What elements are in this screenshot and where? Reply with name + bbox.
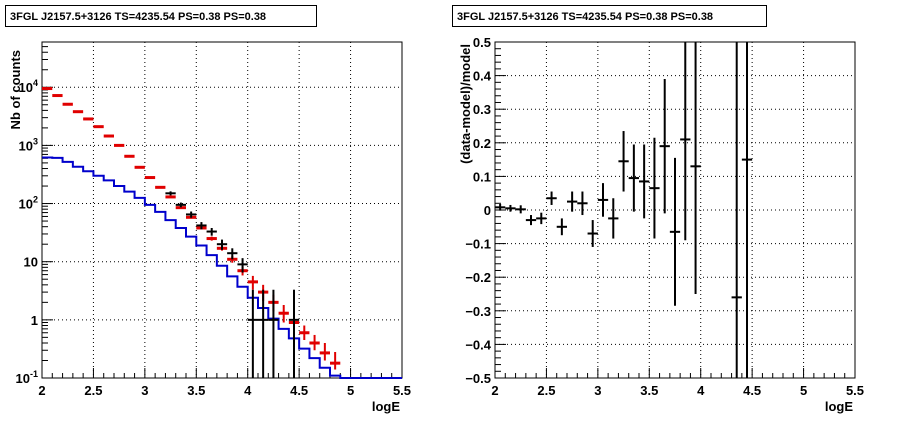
x-tick-label: 5 <box>800 383 807 398</box>
y-tick-label: 0 <box>484 203 491 218</box>
x-tick-label: 4.5 <box>290 383 308 398</box>
x-tick-label: 3 <box>594 383 601 398</box>
right-plot-title: 3FGL J2157.5+3126 TS=4235.54 PS=0.38 PS=… <box>452 5 767 27</box>
y-tick-label: 0.5 <box>473 35 491 50</box>
x-tick-label: 5.5 <box>393 383 411 398</box>
x-tick-label: 2.5 <box>537 383 555 398</box>
y-tick-label: 104 <box>19 78 38 95</box>
source-model-histogram <box>42 156 402 379</box>
left-plot-title: 3FGL J2157.5+3126 TS=4235.54 PS=0.38 PS=… <box>5 5 317 27</box>
y-tick-label: 103 <box>19 136 38 153</box>
left-plot-frame <box>41 41 403 379</box>
y-tick-label: −0.2 <box>465 270 491 285</box>
y-tick-label: 0.2 <box>473 136 491 151</box>
y-tick-label: 10-1 <box>16 369 38 386</box>
y-tick-label: 1 <box>31 313 38 328</box>
x-tick-label: 5 <box>347 383 354 398</box>
y-tick-label: 10 <box>24 255 38 270</box>
x-axis-title: logE <box>825 399 853 414</box>
x-tick-label: 4 <box>697 383 705 398</box>
x-tick-label: 2.5 <box>84 383 102 398</box>
y-tick-label: −0.4 <box>465 337 491 352</box>
y-axis-title: Nb of counts <box>8 50 23 129</box>
y-tick-label: −0.1 <box>465 237 491 252</box>
x-tick-label: 2 <box>491 383 498 398</box>
x-tick-label: 3.5 <box>640 383 658 398</box>
x-tick-label: 3 <box>141 383 148 398</box>
y-tick-label: 0.1 <box>473 169 491 184</box>
y-tick-label: 0.4 <box>473 69 492 84</box>
y-tick-label: −0.5 <box>465 371 491 386</box>
x-tick-label: 5.5 <box>846 383 864 398</box>
x-tick-label: 4 <box>244 383 252 398</box>
y-tick-label: −0.3 <box>465 304 491 319</box>
y-tick-label: 0.3 <box>473 102 491 117</box>
y-tick-label: 102 <box>19 195 38 212</box>
x-tick-label: 3.5 <box>187 383 205 398</box>
x-tick-label: 4.5 <box>743 383 761 398</box>
y-axis-title: (data-model)/model <box>458 44 473 164</box>
x-tick-label: 2 <box>38 383 45 398</box>
x-axis-title: logE <box>372 399 400 414</box>
